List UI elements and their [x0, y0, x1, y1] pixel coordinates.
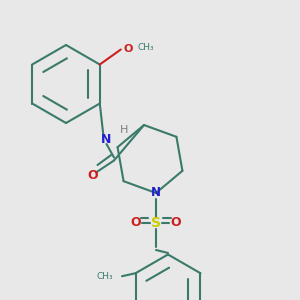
Text: O: O — [88, 169, 98, 182]
Text: CH₃: CH₃ — [96, 272, 113, 281]
Text: CH₃: CH₃ — [137, 44, 154, 52]
Text: O: O — [124, 44, 133, 55]
Text: H: H — [120, 125, 128, 136]
Text: O: O — [171, 217, 182, 230]
Text: N: N — [101, 133, 112, 146]
Text: S: S — [151, 216, 161, 230]
Text: O: O — [130, 217, 141, 230]
Text: N: N — [151, 187, 161, 200]
